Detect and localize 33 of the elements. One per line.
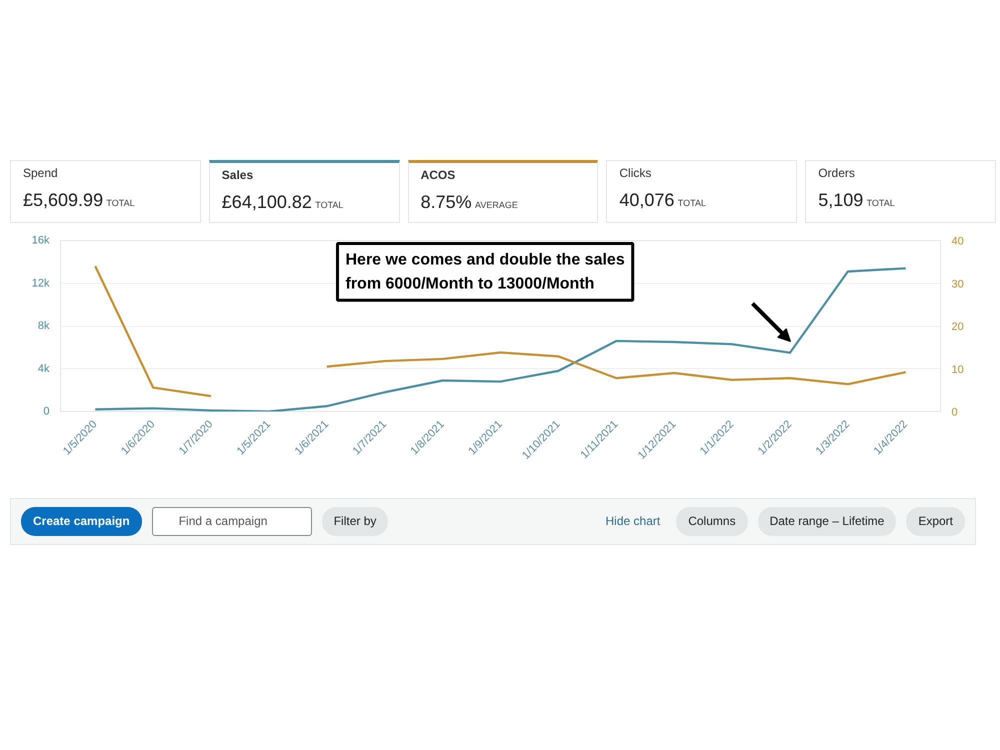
text: TOTAL — [315, 200, 344, 210]
text: Create campaign — [21, 507, 142, 536]
text: AVERAGE — [474, 200, 518, 210]
text: Spend — [23, 165, 59, 182]
text: £64,100.82 — [222, 192, 312, 212]
y-tick-label: 12k — [32, 277, 50, 290]
text: Date range – Lifetime — [758, 507, 896, 536]
text: 8.75% — [420, 192, 472, 212]
text: Find a campaign — [152, 507, 312, 536]
text: Filter by — [322, 507, 388, 536]
text: Hide chart — [604, 513, 662, 530]
y-tick-label: 16k — [32, 234, 50, 246]
text: Export — [906, 507, 965, 536]
text: TOTAL — [866, 198, 895, 208]
text: TOTAL — [106, 198, 135, 208]
y2-tick-label: 10 — [952, 364, 964, 376]
text: 40,076 — [619, 190, 674, 210]
text: £5,609.99 — [23, 190, 104, 210]
text: Columns — [676, 507, 748, 536]
text: TOTAL — [678, 198, 706, 208]
y2-tick-label: 30 — [952, 278, 964, 290]
text: ACOS — [420, 167, 456, 184]
text: Orders — [818, 165, 856, 182]
y-tick-label: 4k — [38, 362, 50, 375]
y-tick-label: 0 — [43, 406, 50, 418]
text: Sales — [222, 167, 254, 184]
text: 5,109 — [818, 190, 864, 210]
text: Clicks — [619, 165, 652, 182]
annotation: Here we comes and double the sales from 6000/Month to 13000/Month — [346, 252, 625, 292]
y2-tick-label: 0 — [952, 406, 958, 418]
y2-tick-label: 40 — [952, 236, 964, 248]
y2-tick-label: 20 — [952, 321, 964, 333]
y-tick-label: 8k — [38, 320, 50, 332]
